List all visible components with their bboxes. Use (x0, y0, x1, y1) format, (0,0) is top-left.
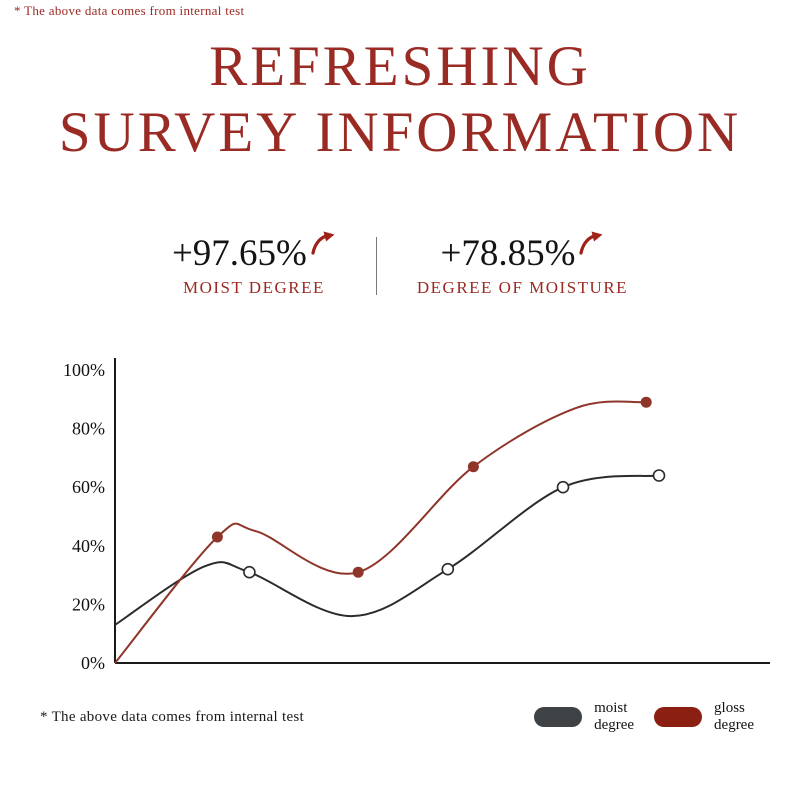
data-point-gloss (640, 396, 652, 408)
data-point-moist (556, 480, 570, 494)
stat-value-row: +78.85% (417, 231, 628, 275)
stat-degree-of-moisture: +78.85% DEGREE OF MOISTURE (416, 231, 629, 298)
stat-value: +78.85% (440, 233, 576, 274)
y-tick-label: 0% (81, 653, 105, 673)
legend-label-line2: degree (594, 717, 635, 734)
data-point-gloss (467, 461, 479, 473)
y-tick-label: 80% (72, 419, 105, 439)
bottom-row: * The above data comes from internal tes… (40, 700, 754, 735)
legend-item-gloss: gloss degree (654, 700, 754, 735)
y-tick-label: 20% (72, 594, 105, 614)
legend-label-line1: moist (594, 700, 628, 716)
data-point-gloss (211, 531, 223, 543)
legend-label: moist degree (594, 700, 634, 735)
stats-row: +97.65% MOIST DEGREE +78.85% DEGREE OF M… (0, 231, 800, 298)
data-point-moist (243, 565, 256, 579)
y-tick-label: 60% (72, 477, 105, 497)
data-point-gloss (352, 566, 364, 578)
series-line-moist (114, 474, 660, 626)
y-tick-label: 100% (63, 360, 105, 380)
legend-label-line2: degree (714, 717, 754, 734)
data-point-moist (441, 562, 455, 576)
chart-area: 0% 20% 40% 60% 80% 100% (20, 348, 780, 688)
legend-swatch-moist (534, 707, 583, 728)
stats-divider (375, 237, 377, 295)
title-line2: SURVEY INFORMATION (58, 101, 742, 165)
chart-legend: moist degree gloss degree (534, 700, 754, 735)
stat-label: MOIST DEGREE (182, 278, 325, 297)
stat-moist-degree: +97.65% MOIST DEGREE (171, 231, 336, 298)
series-line-gloss (114, 400, 647, 664)
legend-label-line1: gloss (714, 700, 745, 716)
title-line1: REFRESHING (209, 35, 591, 98)
stat-value-row: +97.65% (171, 231, 336, 275)
footnote: * The above data comes from internal tes… (40, 708, 305, 725)
top-note: * The above data comes from internal tes… (14, 3, 245, 18)
stat-value: +97.65% (171, 233, 307, 274)
legend-label: gloss degree (714, 700, 754, 735)
legend-item-moist: moist degree (534, 700, 634, 735)
up-arrow-icon (579, 231, 603, 255)
survey-line-chart: 0% 20% 40% 60% 80% 100% (63, 358, 770, 673)
page-title: REFRESHING SURVEY INFORMATION (0, 34, 800, 166)
up-arrow-icon (311, 231, 335, 255)
stat-label: DEGREE OF MOISTURE (416, 278, 629, 297)
legend-swatch-gloss (654, 707, 703, 728)
y-tick-label: 40% (72, 536, 105, 556)
data-point-moist (652, 469, 666, 482)
